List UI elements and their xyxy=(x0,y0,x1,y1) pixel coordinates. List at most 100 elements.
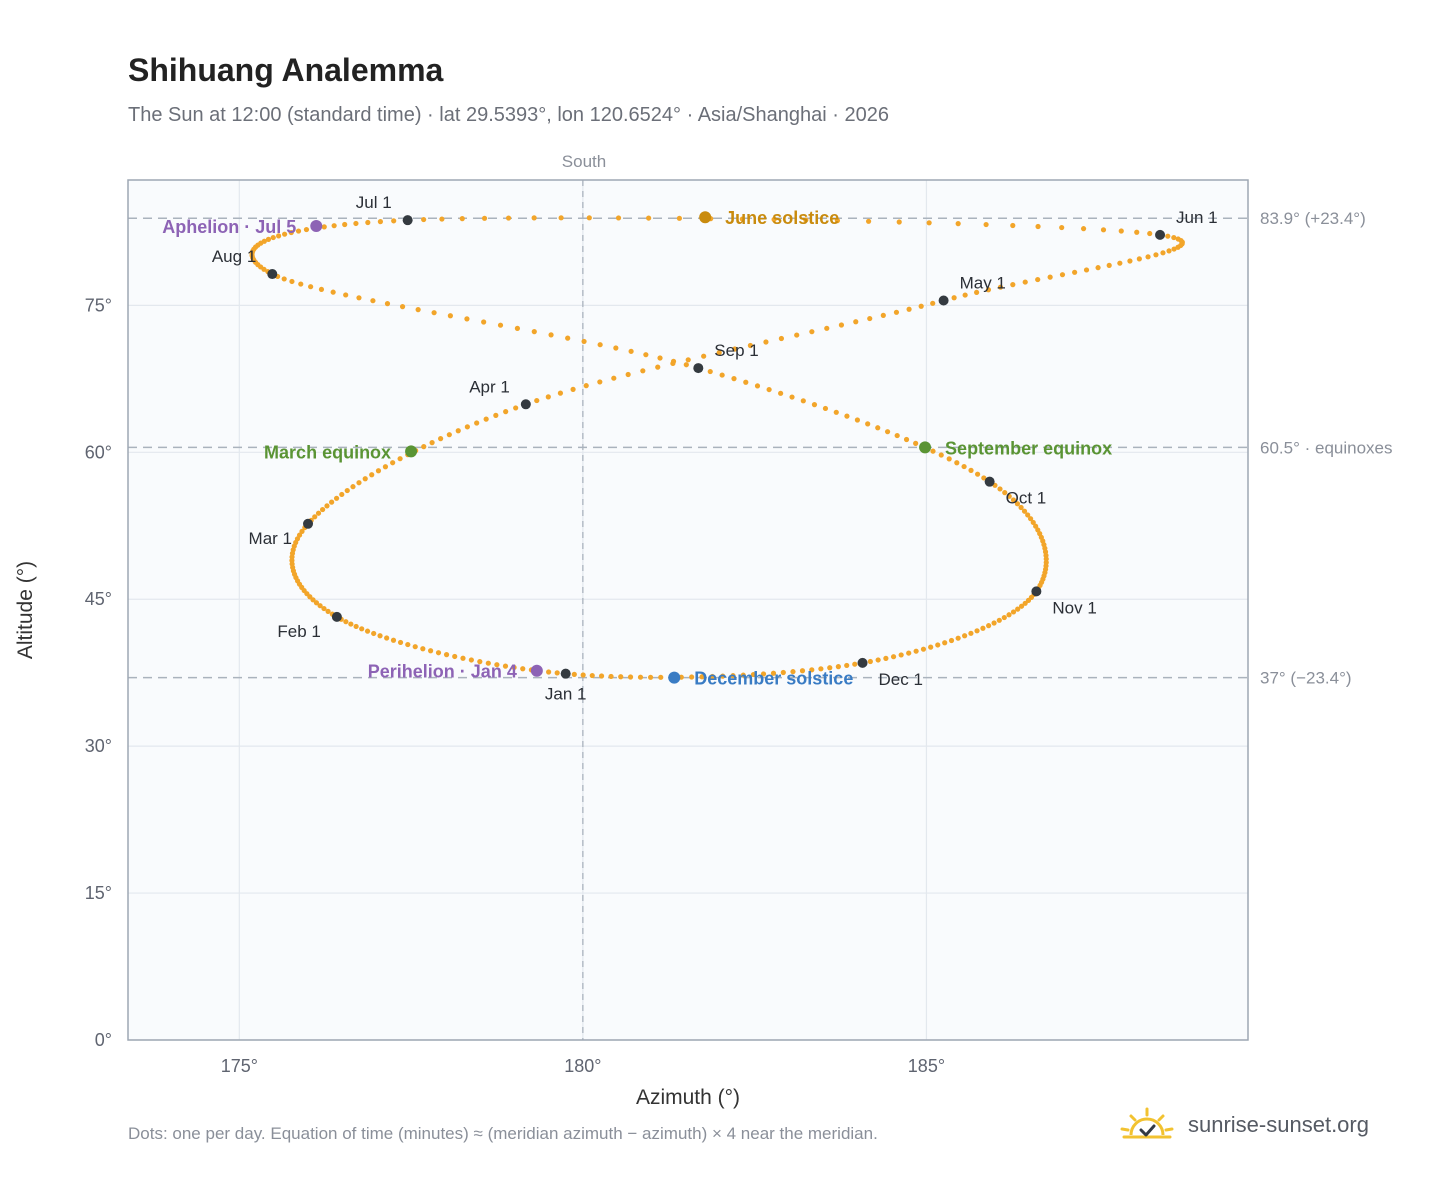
month-marker xyxy=(1155,229,1166,240)
daily-dot xyxy=(618,674,624,680)
daily-dot xyxy=(740,672,746,678)
reference-label: 83.9° (+23.4°) xyxy=(1260,209,1366,228)
y-tick-label: 45° xyxy=(85,589,112,609)
daily-dot xyxy=(973,289,980,296)
daily-dot xyxy=(731,376,737,382)
event-label: Aphelion · Jul 5 xyxy=(162,217,296,237)
month-marker xyxy=(402,215,413,226)
daily-dot xyxy=(643,352,649,358)
daily-dot xyxy=(493,412,499,418)
daily-dot xyxy=(991,620,997,626)
daily-dot xyxy=(485,660,491,666)
month-marker xyxy=(693,363,704,374)
daily-dot xyxy=(942,640,948,646)
daily-dot xyxy=(1134,229,1140,235)
daily-dot xyxy=(890,654,897,660)
daily-dot xyxy=(308,284,314,290)
daily-dot xyxy=(838,322,845,328)
daily-dot xyxy=(1006,493,1012,499)
daily-dot xyxy=(833,409,839,415)
y-tick-label: 60° xyxy=(85,442,112,462)
daily-dot xyxy=(298,281,304,287)
daily-dot xyxy=(331,223,337,229)
daily-dot xyxy=(913,648,919,654)
daily-dot xyxy=(1127,258,1133,264)
daily-dot xyxy=(852,661,858,667)
daily-dot xyxy=(384,635,390,641)
daily-dot xyxy=(295,228,302,234)
y-tick-label: 30° xyxy=(85,736,112,756)
daily-dot xyxy=(1022,600,1028,606)
daily-dot xyxy=(438,436,444,442)
daily-dot xyxy=(1136,256,1142,262)
daily-dot xyxy=(520,666,526,672)
daily-dot xyxy=(557,390,564,396)
event-marker xyxy=(699,211,712,224)
daily-dot xyxy=(732,346,738,352)
daily-dot xyxy=(946,456,952,462)
daily-dot xyxy=(640,368,646,374)
daily-dot xyxy=(321,224,327,230)
daily-dot xyxy=(938,452,944,458)
month-label: Sep 1 xyxy=(714,341,758,360)
daily-dot xyxy=(598,673,605,679)
daily-dot xyxy=(880,312,886,318)
daily-dot xyxy=(289,278,295,285)
daily-dot xyxy=(780,669,786,676)
daily-dot xyxy=(348,621,354,627)
daily-dot xyxy=(1015,606,1021,612)
daily-dot xyxy=(370,298,376,304)
axis-ticks: 0° 15° 30° 45° 60° 75° 175° 180° 185° xyxy=(85,295,945,1076)
daily-dot xyxy=(875,425,881,431)
daily-dot xyxy=(875,657,881,663)
daily-dot xyxy=(481,215,488,221)
month-marker xyxy=(303,518,314,529)
daily-dot xyxy=(962,292,968,298)
daily-dot xyxy=(318,286,325,293)
daily-dot xyxy=(321,605,327,612)
daily-dot xyxy=(709,673,715,680)
plot-background xyxy=(128,180,1248,1040)
daily-dot xyxy=(1165,233,1171,239)
daily-dot xyxy=(961,463,967,470)
daily-dot xyxy=(412,644,418,650)
event-marker xyxy=(919,441,932,454)
daily-dot xyxy=(399,304,406,310)
daily-dot xyxy=(397,639,404,646)
daily-dot xyxy=(799,668,806,674)
daily-dot xyxy=(867,315,873,322)
month-label: Jun 1 xyxy=(1176,208,1218,227)
daily-dot xyxy=(986,623,992,629)
daily-dot xyxy=(935,642,941,648)
daily-dot xyxy=(824,325,830,331)
daily-dot xyxy=(962,633,968,639)
daily-dot xyxy=(778,335,784,342)
month-label: Mar 1 xyxy=(249,529,292,548)
daily-dot xyxy=(531,329,537,335)
daily-dot xyxy=(586,215,592,221)
daily-dot xyxy=(1106,262,1112,268)
daily-dot xyxy=(571,671,577,677)
daily-dot xyxy=(502,663,509,669)
daily-dot xyxy=(497,322,504,328)
daily-dot xyxy=(615,215,622,221)
daily-dot xyxy=(353,220,359,227)
daily-dot xyxy=(276,233,282,239)
daily-dot xyxy=(405,641,411,648)
daily-dot xyxy=(955,635,961,641)
daily-dot xyxy=(1035,276,1041,283)
daily-dot xyxy=(637,674,644,680)
daily-dot xyxy=(420,646,426,652)
daily-dot xyxy=(906,306,912,312)
month-marker xyxy=(938,295,949,306)
daily-dot xyxy=(1145,254,1151,260)
daily-dot xyxy=(985,287,992,293)
daily-dot xyxy=(754,383,761,389)
daily-dot xyxy=(390,637,397,643)
meridian-label: South xyxy=(562,152,606,171)
brand[interactable]: sunrise-sunset.org xyxy=(1120,1100,1369,1150)
daily-dot xyxy=(770,670,777,676)
daily-dot xyxy=(646,215,652,221)
daily-dot xyxy=(811,402,818,408)
daily-dot xyxy=(657,355,663,361)
